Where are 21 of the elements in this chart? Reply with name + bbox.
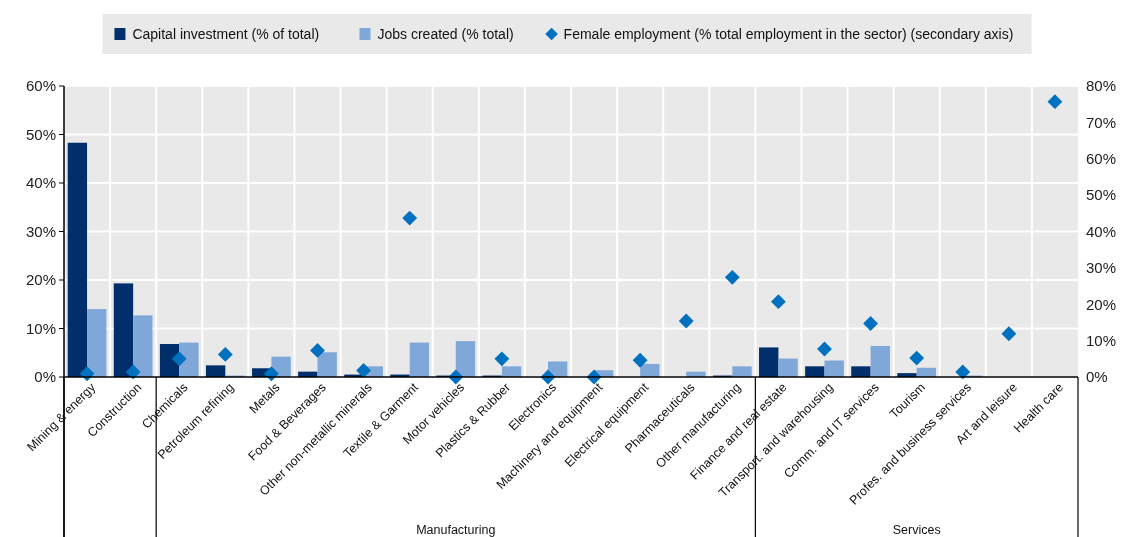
y2-tick-label: 80% xyxy=(1086,77,1117,95)
y2-tick-label: 60% xyxy=(1086,150,1117,167)
y-tick-label: 60% xyxy=(25,77,56,95)
y2-tick-label: 50% xyxy=(1086,186,1117,204)
y-tick-label: 10% xyxy=(25,319,56,337)
y-tick-label: 20% xyxy=(25,271,56,289)
y2-tick-label: 40% xyxy=(1086,222,1117,240)
y-tick-label: 50% xyxy=(25,125,56,143)
text: Manufacturing xyxy=(416,523,496,537)
text: Services xyxy=(892,523,941,537)
y2-tick-label: 30% xyxy=(1086,259,1117,277)
legend-label: Capital investment (% of total) xyxy=(132,25,320,42)
y-tick-label: 40% xyxy=(25,174,56,192)
y2-tick-label: 0% xyxy=(1086,368,1108,386)
y2-tick-label: 10% xyxy=(1086,331,1117,349)
y-tick-label: 30% xyxy=(25,222,56,240)
y2-tick-label: 20% xyxy=(1086,295,1117,313)
legend-label: Female employment (% total employment in the sector) (secondary axis) xyxy=(563,25,1014,42)
y2-tick-label: 70% xyxy=(1086,113,1117,131)
y-tick-label: 0% xyxy=(34,368,56,386)
legend-label: Jobs created (% total) xyxy=(377,25,514,42)
